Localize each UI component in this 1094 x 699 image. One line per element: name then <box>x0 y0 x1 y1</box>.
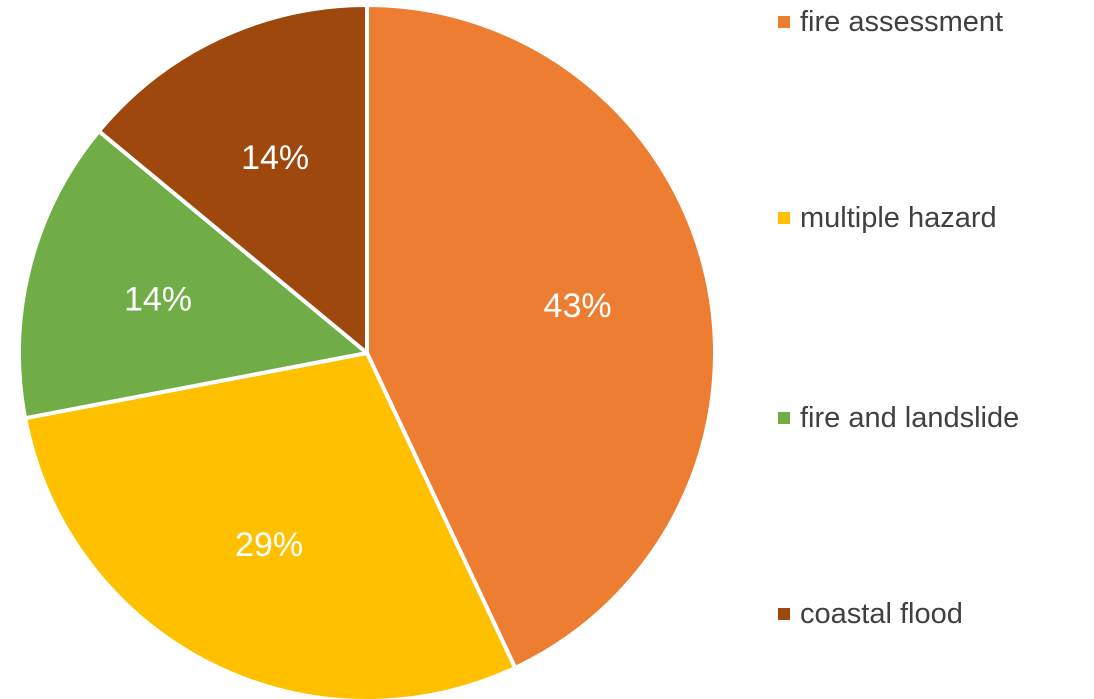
pie-slice-coastal-flood <box>96 3 369 355</box>
data-label-fire-assessment: 43% <box>544 287 612 325</box>
pie-slice-fire-and-landslide <box>17 129 369 421</box>
legend-swatch <box>778 16 790 28</box>
pie-slice-multiple-hazard <box>23 351 518 699</box>
legend-item-coastal-flood: coastal flood <box>778 594 963 634</box>
legend-item-multiple-hazard: multiple hazard <box>778 198 997 238</box>
pie-slice-fire-assessment <box>365 3 717 670</box>
legend-swatch <box>778 608 790 620</box>
pie-slices <box>17 3 717 699</box>
legend-label: coastal flood <box>800 597 963 630</box>
legend-label: fire and landslide <box>800 401 1020 434</box>
legend-label: fire assessment <box>800 5 1004 38</box>
data-label-multiple-hazard: 29% <box>235 526 303 564</box>
data-label-fire-and-landslide: 14% <box>124 280 192 318</box>
legend-label: multiple hazard <box>800 201 997 234</box>
legend-item-fire-assessment: fire assessment <box>778 2 1003 42</box>
legend-swatch <box>778 412 790 424</box>
data-label-coastal-flood: 14% <box>241 139 309 177</box>
legend-item-fire-and-landslide: fire and landslide <box>778 398 1019 438</box>
legend-swatch <box>778 212 790 224</box>
pie-plot-area: 43% 29% 14% 14% <box>17 3 717 699</box>
legend: fire assessment multiple hazard fire and l… <box>778 0 1088 699</box>
pie-data-labels: 43% 29% 14% 14% <box>124 139 612 564</box>
